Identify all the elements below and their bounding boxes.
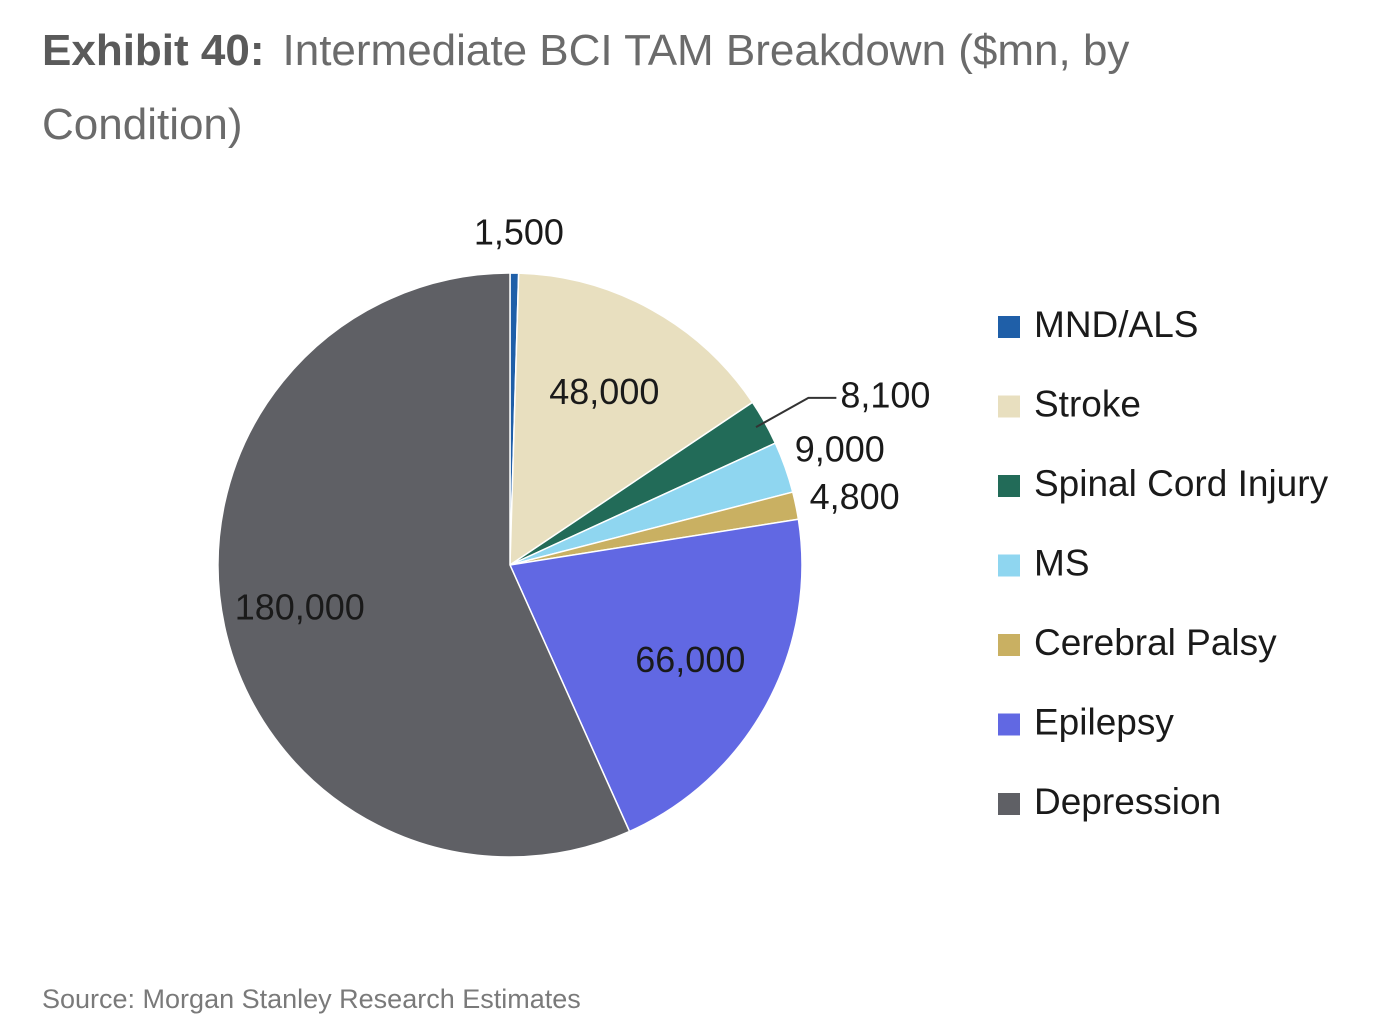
legend-swatch-stroke [998,395,1020,418]
data-label-mnd-als: 1,500 [474,212,564,253]
data-label-epilepsy: 66,000 [635,639,745,680]
legend-swatch-epilepsy [998,713,1020,736]
exhibit-number: Exhibit 40: [42,26,265,75]
legend-swatch-spinal-cord [998,475,1020,497]
data-label-stroke: 48,000 [549,371,659,412]
data-labels: 1,500 48,000 8,100 9,000 4,800 66,000 180,000 [235,212,931,681]
legend: MND/ALS Stroke Spinal Cord Injury MS Cerebra… [998,304,1329,822]
legend-label-mnd-als: MND/ALS [1034,304,1198,345]
chart-title: Exhibit 40: Intermediate BCI TAM Breakdow… [42,14,1242,162]
slice-epilepsy [508,518,803,833]
legend-label-spinal-cord: Spinal Cord Injury [1034,463,1329,504]
data-label-spinal-cord: 8,100 [840,374,930,415]
slice-stroke [509,272,754,567]
legend-label-cerebral-palsy: Cerebral Palsy [1034,622,1277,663]
legend-swatch-cerebral-palsy [998,634,1020,656]
legend-label-epilepsy: Epilepsy [1034,701,1174,742]
exhibit-title: Intermediate BCI TAM Breakdown ($mn, by … [42,26,1130,149]
legend-swatch-ms [998,554,1020,577]
data-label-depression: 180,000 [235,587,365,628]
pie-slices [217,272,803,858]
legend-label-ms: MS [1034,542,1090,583]
source-note: Source: Morgan Stanley Research Estimate… [42,984,581,1014]
data-label-cerebral-palsy: 4,800 [810,476,900,517]
legend-swatch-mnd-als [998,316,1020,338]
leader-lines [755,396,837,429]
slice-depression [217,272,631,858]
legend-label-stroke: Stroke [1034,383,1141,424]
legend-label-depression: Depression [1034,781,1221,822]
legend-swatch-depression [998,793,1020,815]
leader-line-spinal-cord [755,396,837,429]
data-label-ms: 9,000 [795,428,885,469]
